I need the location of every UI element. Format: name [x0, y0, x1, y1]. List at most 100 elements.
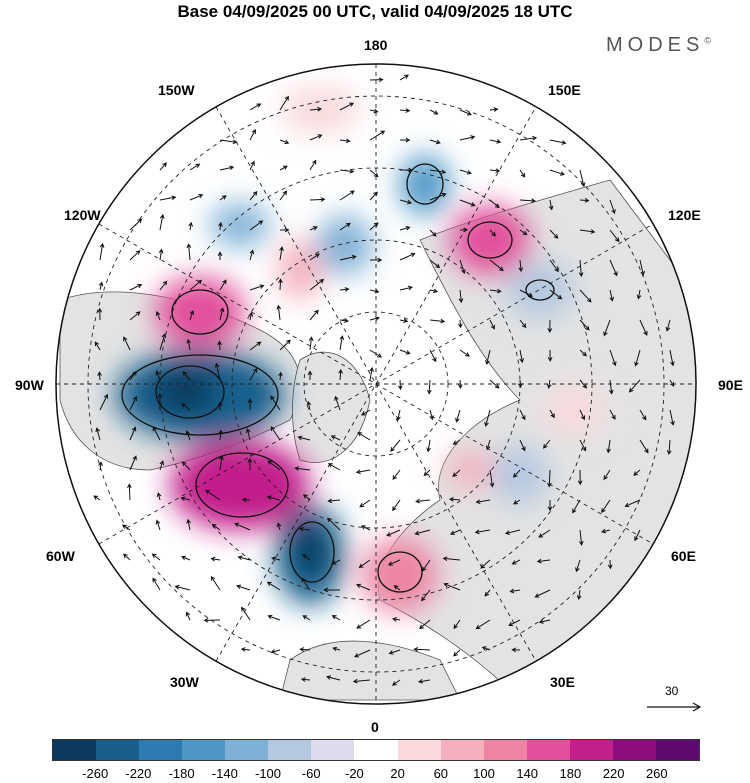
lon-label-30e: 30E	[550, 674, 575, 690]
wind-vector	[399, 252, 416, 261]
wind-vector	[393, 585, 401, 591]
colorbar-swatch	[612, 740, 656, 760]
lon-label-30w: 30W	[170, 674, 199, 690]
wind-vector	[309, 278, 325, 291]
wind-vector	[399, 167, 413, 173]
wind-vector	[485, 349, 491, 366]
wind-vector	[549, 229, 559, 239]
wind-vector	[665, 319, 671, 332]
wind-vector	[543, 439, 551, 449]
wind-vector	[276, 304, 282, 321]
wind-vector	[609, 349, 617, 367]
wind-vector	[419, 619, 431, 630]
wind-vector	[423, 469, 431, 477]
wind-vector	[129, 426, 137, 441]
wind-vector	[429, 169, 447, 175]
wind-vector	[306, 400, 312, 411]
wind-vector	[442, 556, 461, 562]
wind-vector	[339, 138, 351, 144]
wind-vector	[181, 461, 191, 471]
wind-vector	[267, 460, 281, 471]
wind-vector	[98, 281, 104, 291]
wind-vector	[429, 288, 439, 294]
wind-vector	[417, 678, 431, 684]
wind-vector	[299, 647, 311, 652]
wind-vector	[453, 619, 461, 630]
lon-label-180: 180	[364, 37, 388, 53]
wind-vector	[174, 584, 191, 591]
wind-vector	[518, 259, 524, 273]
wind-vector	[339, 254, 357, 261]
wind-vector	[369, 288, 380, 294]
wind-vector	[248, 311, 254, 321]
wind-vector	[249, 191, 258, 201]
wind-vector	[579, 409, 586, 421]
wind-vector	[549, 139, 567, 145]
wind-vector	[519, 229, 528, 236]
wind-vector	[426, 439, 431, 453]
wind-vector	[511, 559, 521, 565]
wind-vector	[459, 169, 472, 175]
wind-vector	[579, 229, 596, 234]
wind-vector	[219, 455, 224, 471]
wind-vector	[547, 319, 553, 333]
neg-anomaly-ural	[492, 445, 548, 505]
wind-vector	[159, 195, 177, 201]
wind-vector	[459, 199, 476, 207]
wind-vector	[547, 499, 553, 512]
lon-label-60e: 60E	[671, 548, 696, 564]
wind-vector	[189, 309, 195, 321]
wind-vector	[639, 409, 647, 421]
wind-vector	[429, 318, 446, 324]
wind-vector	[475, 619, 491, 630]
wind-vector	[546, 379, 552, 389]
lon-label-120e: 120E	[668, 207, 701, 223]
wind-vector	[188, 221, 193, 231]
colorbar-tick-label: 140	[516, 766, 539, 781]
wind-vector	[327, 498, 341, 504]
colorbar-tick-label: -260	[82, 766, 109, 781]
reference-vector	[647, 702, 702, 712]
wind-vector	[249, 220, 264, 231]
wind-vector	[579, 289, 592, 303]
wind-vector	[249, 284, 265, 291]
wind-vector	[302, 553, 311, 561]
wind-vector	[579, 439, 587, 452]
wind-vector	[399, 349, 411, 355]
wind-vector	[369, 130, 386, 141]
wind-vector	[369, 77, 384, 83]
wind-vector	[429, 139, 441, 145]
wind-vector	[339, 102, 355, 111]
wind-vector	[549, 169, 565, 176]
wind-vector	[489, 259, 504, 272]
colorbar-swatch	[311, 740, 355, 760]
wind-vector	[609, 229, 620, 243]
wind-vector	[240, 647, 251, 652]
wind-vector	[186, 338, 192, 351]
wind-vectors	[93, 74, 675, 686]
wind-vector	[309, 134, 323, 141]
lon-label-90e: 90E	[718, 377, 743, 393]
map-disk	[56, 64, 696, 704]
colorbar-tick-label: 260	[645, 766, 668, 781]
wind-vector	[458, 319, 463, 329]
wind-vector	[519, 349, 524, 364]
vector-scale-label: 30	[665, 684, 679, 698]
wind-vector	[98, 461, 103, 471]
wind-vector	[234, 522, 251, 531]
colorbar-swatch	[655, 740, 699, 760]
wind-vector	[182, 371, 191, 381]
wind-vector	[156, 492, 162, 501]
wind-vector	[369, 108, 379, 114]
wind-vector	[123, 553, 131, 561]
wind-vector	[217, 401, 223, 411]
wind-vector	[297, 435, 311, 441]
wind-vector	[509, 588, 521, 594]
lon-label-150e: 150E	[548, 82, 581, 98]
land-masses	[59, 179, 696, 701]
wind-vector	[159, 162, 167, 171]
wind-vector	[245, 427, 251, 441]
wind-vector	[219, 165, 235, 171]
wind-vector	[429, 349, 437, 363]
wind-vector	[218, 429, 224, 441]
